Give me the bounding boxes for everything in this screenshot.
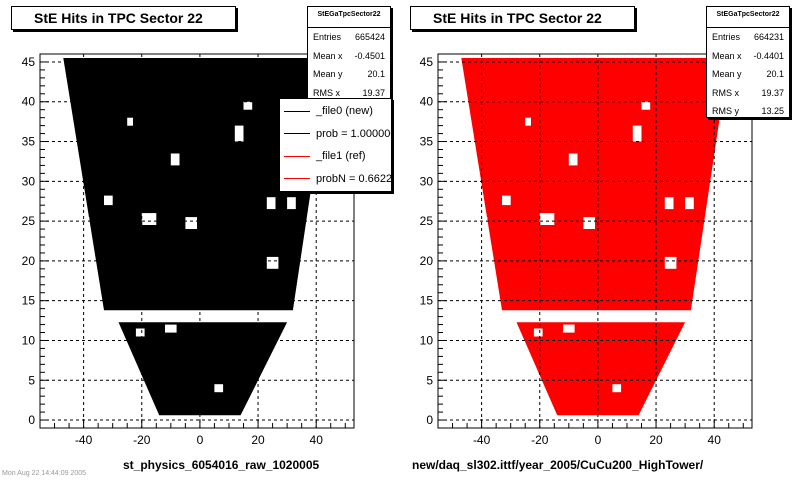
- x-tick-label: -20: [531, 433, 549, 447]
- dead-channel-patch: [266, 197, 276, 210]
- chart2-stats-box: StEGaTpcSector22 Entries 664231 Mean x -0.…: [706, 6, 790, 118]
- dead-channel-patch: [568, 153, 578, 166]
- chart2-footer: new/daq_sl302.ittf/year_2005/CuCu200_Hig…: [412, 458, 704, 472]
- y-tick-label: 10: [22, 333, 36, 347]
- stats-row: Mean x -0.4401: [712, 50, 784, 61]
- dead-channel-patch: [612, 384, 622, 393]
- x-tick-label: 0: [197, 433, 204, 447]
- stats-name: StEGaTpcSector22: [308, 7, 390, 28]
- dead-channel-patch: [214, 384, 224, 393]
- x-tick-label: 20: [251, 433, 265, 447]
- y-tick-label: 30: [22, 174, 36, 188]
- dead-channel-patch: [135, 328, 145, 337]
- dead-channel-patch: [234, 125, 244, 142]
- dead-channel-patch: [83, 217, 90, 226]
- legend-entry: _file0 (new): [280, 100, 391, 123]
- y-tick-label: 35: [22, 135, 36, 149]
- dead-channel-patch: [104, 195, 113, 206]
- y-tick-label: 30: [420, 174, 434, 188]
- y-tick-label: 0: [426, 413, 433, 427]
- y-tick-label: 20: [22, 254, 36, 268]
- dead-channel-patch: [641, 101, 651, 110]
- chart1-footer: st_physics_6054016_raw_1020005: [123, 458, 320, 472]
- stats-row: Entries 665424: [313, 32, 385, 42]
- x-tick-label: 0: [595, 433, 602, 447]
- x-tick-label: 40: [310, 433, 324, 447]
- chart2-title: StE Hits in TPC Sector 22: [410, 6, 635, 30]
- x-tick-label: 20: [649, 433, 663, 447]
- dead-channel-patch: [664, 197, 674, 210]
- stats-name: StEGaTpcSector22: [707, 7, 789, 28]
- stats-row: RMS y 13.25: [712, 106, 784, 116]
- y-tick-label: 25: [22, 214, 36, 228]
- y-tick-label: 5: [426, 373, 433, 387]
- legend-entry: prob = 1.000000: [280, 123, 391, 146]
- dead-channel-patch: [525, 117, 531, 126]
- legend-entry: probN = 0.662227: [280, 168, 391, 191]
- dead-channel-patch: [632, 125, 642, 142]
- dead-channel-patch: [185, 217, 197, 229]
- dead-channel-patch: [563, 324, 575, 333]
- stats-row: Mean y 20.1: [313, 69, 385, 79]
- chart1-legend: _file0 (new) prob = 1.000000 _file1 (ref…: [279, 98, 392, 192]
- legend-entry: _file1 (ref): [280, 145, 391, 168]
- stats-row: Mean x -0.4501: [313, 50, 385, 61]
- dead-channel-patch: [685, 197, 694, 210]
- dead-channel-patch: [165, 324, 177, 333]
- dead-channel-patch: [481, 217, 488, 226]
- dead-channel-patch: [266, 256, 279, 269]
- hit-region-lower: [516, 322, 686, 416]
- stats-row: RMS x 19.37: [313, 87, 385, 98]
- y-tick-label: 45: [22, 55, 36, 69]
- y-tick-label: 20: [420, 254, 434, 268]
- stats-row: RMS x 19.37: [712, 87, 784, 98]
- stats-row: Entries 664231: [712, 32, 784, 42]
- dead-channel-patch: [502, 195, 511, 206]
- y-tick-label: 15: [22, 294, 36, 308]
- legend-line: [284, 155, 310, 157]
- y-tick-label: 35: [420, 135, 434, 149]
- y-tick-label: 10: [420, 333, 434, 347]
- legend-line: [284, 178, 310, 180]
- corner-note: Mon Aug 22 14:44:09 2005: [2, 470, 87, 477]
- chart-2: -40 -20 0 20 40 0 5 10 15 20 25 30 35 40 45: [420, 53, 753, 447]
- x-tick-label: 40: [708, 433, 722, 447]
- x-tick-label: -40: [473, 433, 491, 447]
- y-tick-label: 40: [22, 95, 36, 109]
- y-tick-label: 25: [420, 214, 434, 228]
- dead-channel-patch: [170, 153, 180, 166]
- dead-channel-patch: [664, 256, 677, 269]
- dead-channel-patch: [287, 197, 296, 210]
- dead-channel-patch: [127, 117, 133, 126]
- chart1-title: StE Hits in TPC Sector 22: [11, 6, 236, 30]
- y-tick-label: 5: [28, 373, 35, 387]
- stats-row: Mean y 20.1: [712, 69, 784, 79]
- x-tick-label: -40: [75, 433, 93, 447]
- legend-line: [284, 110, 310, 112]
- y-tick-label: 15: [420, 294, 434, 308]
- y-tick-label: 0: [28, 413, 35, 427]
- dead-channel-patch: [141, 213, 157, 225]
- plot-frame: [437, 53, 753, 429]
- y-tick-label: 40: [420, 95, 434, 109]
- y-tick-label: 45: [420, 55, 434, 69]
- dead-channel-patch: [243, 101, 253, 110]
- hit-region-lower: [118, 322, 288, 416]
- plot-frame: [39, 53, 355, 429]
- hit-region-upper: [461, 58, 729, 311]
- chart-1: -40 -20 0 20 40 0 5 10 15 20 25 30 35 40 45: [22, 53, 355, 447]
- legend-line: [284, 133, 310, 135]
- dead-channel-patch: [583, 217, 595, 229]
- dead-channel-patch: [533, 328, 543, 337]
- dead-channel-patch: [539, 213, 555, 225]
- x-tick-label: -20: [133, 433, 151, 447]
- chart1-stats-box: StEGaTpcSector22 Entries 665424 Mean x -0.…: [307, 6, 391, 102]
